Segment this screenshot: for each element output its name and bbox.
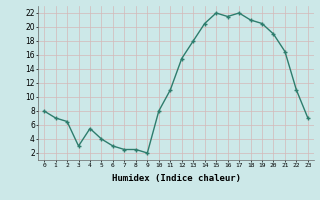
X-axis label: Humidex (Indice chaleur): Humidex (Indice chaleur)	[111, 174, 241, 183]
